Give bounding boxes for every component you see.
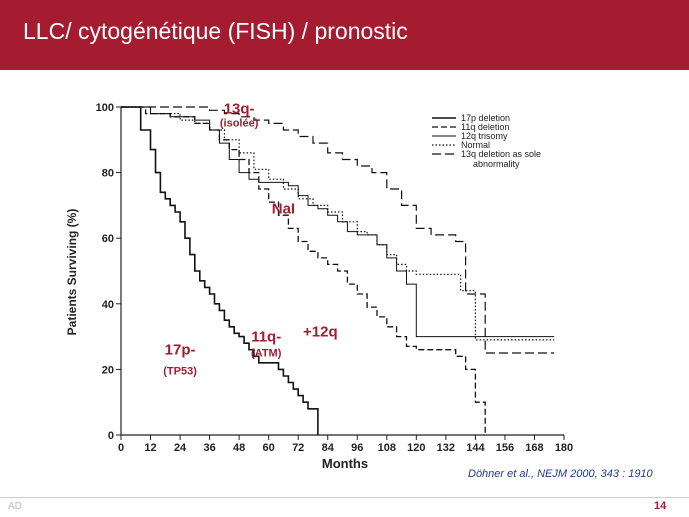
legend-label: Normal <box>461 140 490 150</box>
title-bar <box>0 0 689 70</box>
x-tick-label: 120 <box>407 442 425 454</box>
footer-divider <box>0 497 689 498</box>
y-axis-label: Patients Surviving (%) <box>65 209 79 336</box>
series-line <box>121 106 486 435</box>
x-tick-label: 36 <box>203 442 215 454</box>
y-tick-label: 80 <box>102 168 114 180</box>
y-tick-label: 20 <box>102 364 114 376</box>
chart-series <box>121 106 555 435</box>
x-tick-label: 144 <box>466 442 485 454</box>
annotation-label: 17p- <box>165 342 196 359</box>
x-tick-label: 72 <box>292 442 304 454</box>
chart-annotations: 13q-(isolée) NaI +12q 11q-(ATM) 17p- (TP53) <box>163 101 337 378</box>
legend-label: 12q trisomy <box>461 131 508 141</box>
x-tick-label: 108 <box>378 442 396 454</box>
x-tick-label: 48 <box>233 442 245 454</box>
annotation-label: (ATM) <box>251 347 282 359</box>
annotation-label: (TP53) <box>163 365 197 377</box>
x-tick-label: 132 <box>437 442 455 454</box>
x-tick-label: 24 <box>174 442 187 454</box>
footer-initials: AD <box>8 501 22 512</box>
x-axis-label: Months <box>322 456 368 471</box>
annotation-label: (isolée) <box>220 118 259 130</box>
x-tick-label: 96 <box>351 442 363 454</box>
slide-title: LLC/ cytogénétique (FISH) / pronostic <box>23 18 408 44</box>
y-tick-label: 60 <box>102 233 114 245</box>
series-line <box>121 106 555 354</box>
legend-label: 17p deletion <box>461 113 510 123</box>
annotation-label: 11q- <box>251 329 281 346</box>
x-tick-label: 0 <box>118 442 124 454</box>
legend-label: 11q deletion <box>461 122 509 132</box>
x-tick-label: 84 <box>322 442 335 454</box>
chart-axes: 0 12 24 36 48 60 72 84 96 108 120 132 144 156 168 180 0 2… <box>96 102 574 454</box>
x-tick-label: 12 <box>144 442 156 454</box>
series-line <box>121 106 319 435</box>
citation: Döhner et al., NEJM 2000, 343 : 1910 <box>468 468 653 480</box>
y-tick-label: 100 <box>96 102 114 114</box>
annotation-label: 13q- <box>224 101 255 118</box>
y-tick-label: 0 <box>108 430 114 442</box>
annotation-label: NaI <box>272 201 295 218</box>
annotation-label: +12q <box>303 324 338 341</box>
x-tick-label: 156 <box>496 442 514 454</box>
x-tick-label: 180 <box>555 442 573 454</box>
x-tick-label: 60 <box>263 442 275 454</box>
series-line <box>121 106 555 341</box>
x-tick-label: 168 <box>525 442 543 454</box>
legend-label: 13q deletion as sole abnormality <box>461 149 541 169</box>
page-number: 14 <box>654 500 667 512</box>
y-tick-label: 40 <box>102 299 114 311</box>
